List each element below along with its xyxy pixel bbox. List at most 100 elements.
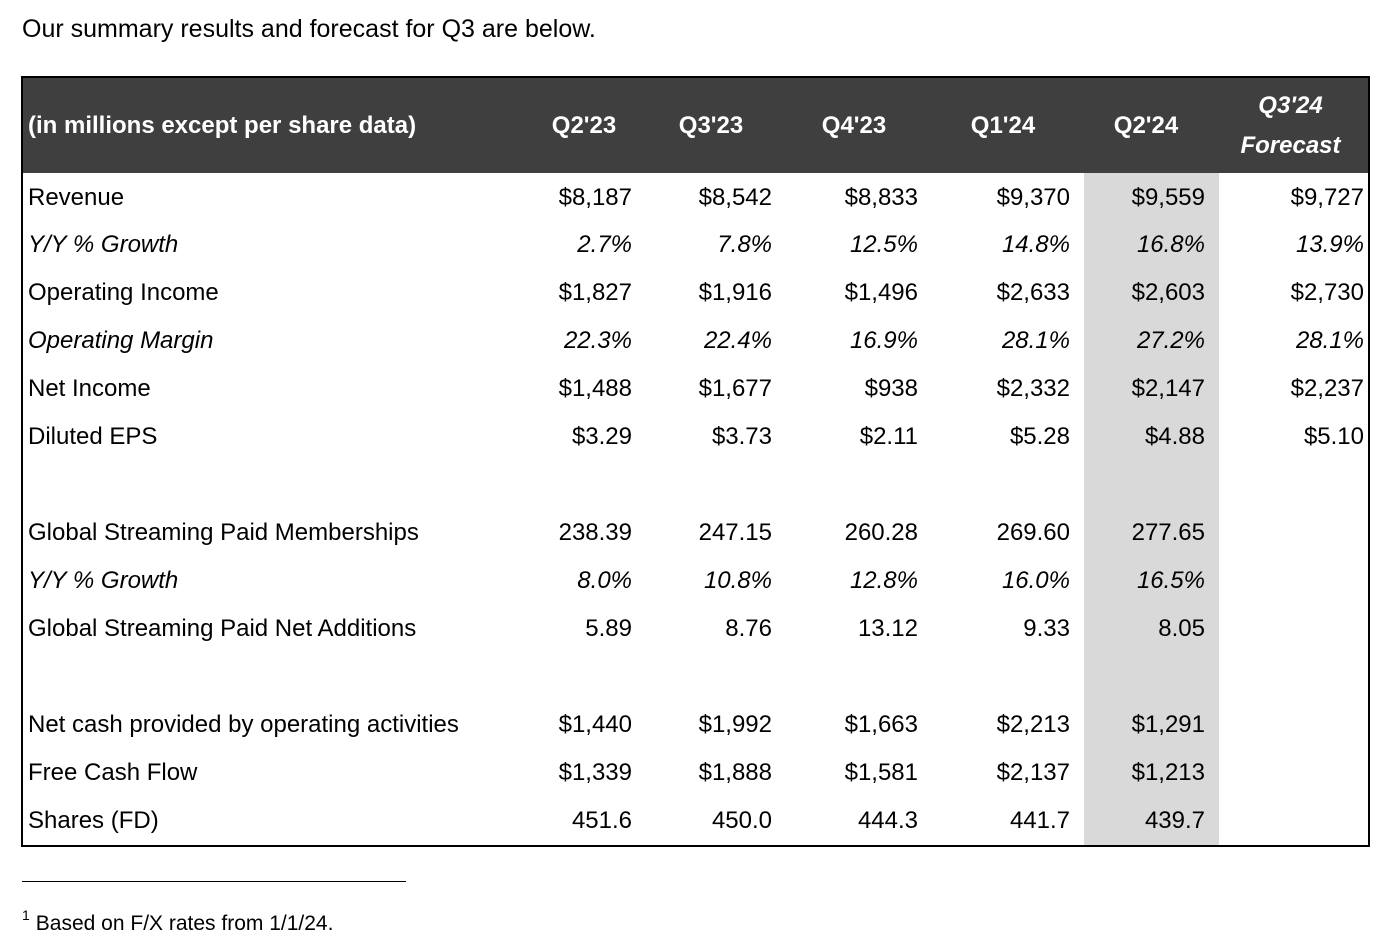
table-cell: 16.5%: [1136, 567, 1205, 594]
table-cell: $1,677: [698, 375, 772, 402]
table-cell: $1,291: [1131, 711, 1205, 738]
table-row: Shares (FD) 451.6 450.0 444.3 441.7 439.…: [23, 797, 1368, 845]
table-cell: 28.1%: [1001, 327, 1070, 354]
row-label: Net cash provided by operating activitie…: [28, 711, 459, 738]
table-cell: $9,559: [1131, 184, 1205, 211]
table-cell: [1213, 509, 1368, 557]
row-label: Revenue: [28, 184, 125, 211]
table-row: Y/Y % Growth 8.0% 10.8% 12.8% 16.0% 16.5…: [23, 557, 1368, 605]
table-cell: $8,187: [558, 184, 632, 211]
table-cell: 13.9%: [1295, 231, 1364, 258]
forecast-word-label: Forecast: [1240, 131, 1341, 159]
table-cell: $2.11: [859, 423, 918, 450]
table-cell: 14.8%: [1001, 231, 1070, 258]
table-cell: $2,332: [996, 375, 1070, 402]
table-cell: $1,827: [558, 279, 632, 306]
table-cell: 8.0%: [577, 567, 632, 594]
table-row: Net Income $1,488 $1,677 $938 $2,332 $2,…: [23, 365, 1368, 413]
table-cell: 277.65: [1131, 519, 1205, 546]
table-cell: [1213, 605, 1368, 653]
table-cell: 9.33: [1023, 615, 1070, 642]
table-cell: $9,727: [1290, 184, 1364, 211]
table-row: Global Streaming Paid Memberships 238.39…: [23, 509, 1368, 557]
table-cell: 247.15: [698, 519, 772, 546]
table-cell: $5.28: [1009, 423, 1070, 450]
table-cell: 238.39: [558, 519, 632, 546]
table-cell: $2,213: [996, 711, 1070, 738]
table-cell: $1,339: [558, 759, 632, 786]
table-cell: 10.8%: [703, 567, 772, 594]
table-cell: $8,542: [698, 184, 772, 211]
table-cell: $2,603: [1131, 279, 1205, 306]
table-header-row: (in millions except per share data) Q2'2…: [23, 78, 1368, 173]
table-cell: 441.7: [1009, 807, 1070, 834]
table-row: Free Cash Flow $1,339 $1,888 $1,581 $2,1…: [23, 749, 1368, 797]
table-cell: $1,213: [1131, 759, 1205, 786]
table-cell: 7.8%: [717, 231, 772, 258]
table-cell: 12.8%: [849, 567, 918, 594]
table-cell: 5.89: [585, 615, 632, 642]
table-cell: 28.1%: [1295, 327, 1364, 354]
footnote-text: Based on F/X rates from 1/1/24.: [35, 912, 334, 935]
table-cell: $3.29: [571, 423, 632, 450]
table-row: Revenue $8,187 $8,542 $8,833 $9,370 $9,5…: [23, 173, 1368, 221]
table-cell: 260.28: [844, 519, 918, 546]
table-cell: 13.12: [857, 615, 918, 642]
table-cell: $4.88: [1144, 423, 1205, 450]
table-cell: [1213, 701, 1368, 749]
table-row: Operating Income $1,827 $1,916 $1,496 $2…: [23, 269, 1368, 317]
table-cell: 2.7%: [577, 231, 632, 258]
column-header: Q2'24: [1079, 78, 1213, 173]
row-label: Operating Income: [28, 279, 219, 306]
table-cell: 439.7: [1144, 807, 1205, 834]
table-row: Y/Y % Growth 2.7% 7.8% 12.5% 14.8% 16.8%…: [23, 221, 1368, 269]
table-cell: 22.4%: [703, 327, 772, 354]
footnote-marker: 1: [22, 907, 30, 923]
table-cell: $1,496: [844, 279, 918, 306]
table-cell: $1,581: [844, 759, 918, 786]
row-label: Global Streaming Paid Memberships: [28, 519, 419, 546]
table-cell: 450.0: [711, 807, 772, 834]
row-label: Diluted EPS: [28, 423, 158, 450]
table-cell: $1,440: [558, 711, 632, 738]
footnote: 1 Based on F/X rates from 1/1/24.: [22, 898, 333, 941]
spacer-row: [23, 461, 1368, 509]
table-cell: 451.6: [571, 807, 632, 834]
table-cell: $8,833: [844, 184, 918, 211]
table-cell: $1,888: [698, 759, 772, 786]
row-label: Y/Y % Growth: [28, 231, 179, 258]
row-label: Y/Y % Growth: [28, 567, 179, 594]
table-cell: $2,730: [1290, 279, 1364, 306]
forecast-quarter-label: Q3'24: [1258, 91, 1323, 119]
table-cell: $2,137: [996, 759, 1070, 786]
table-cell: 16.9%: [849, 327, 918, 354]
table-cell: [1213, 749, 1368, 797]
footnote-divider: [22, 881, 406, 882]
table-cell: 8.05: [1158, 615, 1205, 642]
table-cell: [1213, 557, 1368, 605]
header-units-label: (in millions except per share data): [23, 78, 527, 173]
table-cell: 269.60: [996, 519, 1070, 546]
column-header: Q3'23: [641, 78, 781, 173]
table-cell: $1,992: [698, 711, 772, 738]
table-cell: 27.2%: [1136, 327, 1205, 354]
spacer-row: [23, 653, 1368, 701]
table-cell: 22.3%: [563, 327, 632, 354]
row-label: Global Streaming Paid Net Additions: [28, 615, 417, 642]
table-cell: $2,147: [1131, 375, 1205, 402]
q2-24-highlight-column: [1084, 173, 1219, 845]
intro-text: Our summary results and forecast for Q3 …: [22, 15, 596, 43]
table-cell: $3.73: [711, 423, 772, 450]
table-cell: 16.8%: [1136, 231, 1205, 258]
column-header: Q2'23: [527, 78, 641, 173]
table-cell: $2,633: [996, 279, 1070, 306]
table-row: Net cash provided by operating activitie…: [23, 701, 1368, 749]
table-cell: [1213, 797, 1368, 845]
table-cell: 8.76: [725, 615, 772, 642]
table-cell: $1,488: [558, 375, 632, 402]
summary-results-table: (in millions except per share data) Q2'2…: [23, 78, 1368, 845]
column-header: Q4'23: [781, 78, 927, 173]
spacer-cell: [23, 653, 1368, 701]
table-row: Operating Margin 22.3% 22.4% 16.9% 28.1%…: [23, 317, 1368, 365]
summary-table-frame: (in millions except per share data) Q2'2…: [21, 76, 1370, 847]
